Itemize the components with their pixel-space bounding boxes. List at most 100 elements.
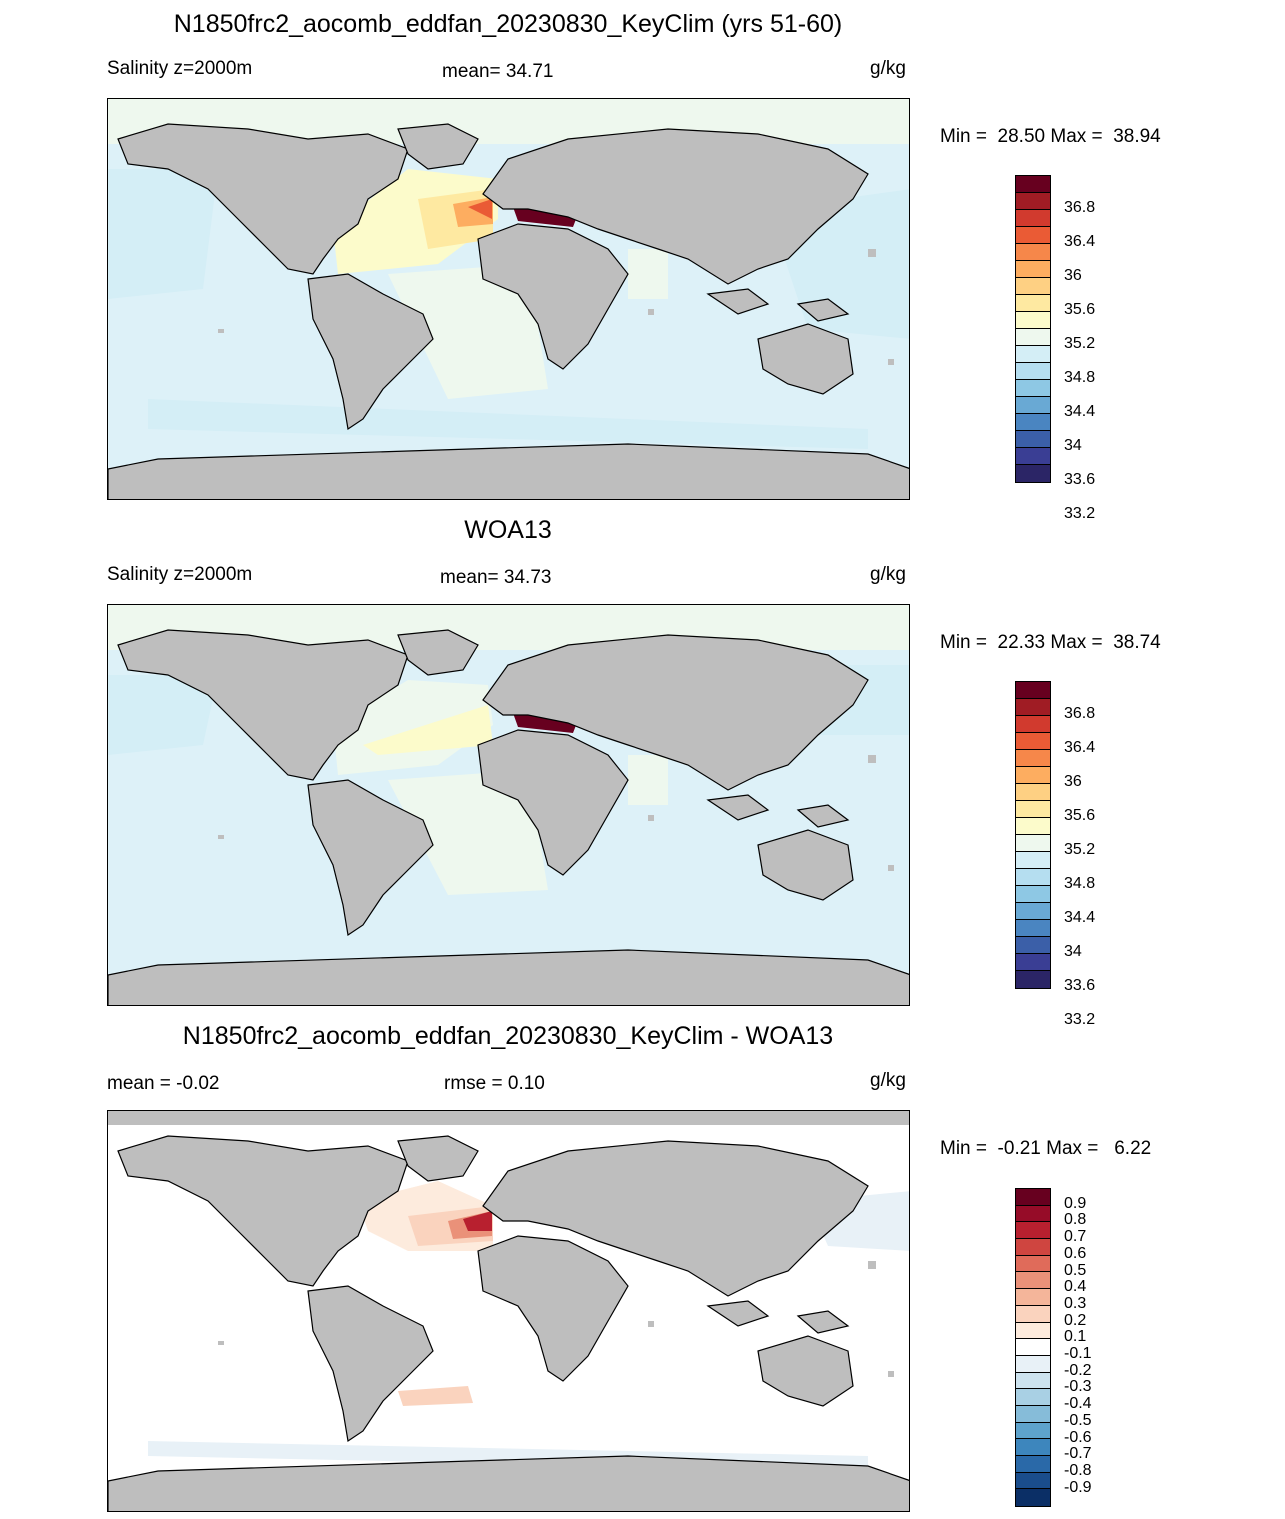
colorbar-tick-label: -0.6 — [1064, 1428, 1092, 1446]
colorbar-swatch — [1016, 261, 1050, 278]
colorbar-swatch — [1016, 295, 1050, 312]
world-map-difference — [108, 1111, 909, 1511]
colorbar-tick-label: 0.7 — [1064, 1228, 1087, 1246]
colorbar-tick-label: 34.8 — [1064, 369, 1096, 386]
colorbar-tick-label: 0.3 — [1064, 1294, 1087, 1312]
colorbar-swatch — [1016, 1255, 1050, 1273]
colorbar-tick-label: 34.4 — [1064, 909, 1096, 926]
colorbar-swatch — [1016, 1239, 1050, 1256]
panel-title: N1850frc2_aocomb_eddfan_20230830_KeyClim… — [173, 10, 843, 38]
colorbar-swatch — [1016, 363, 1050, 380]
field-label: Salinity z=2000m — [107, 564, 253, 585]
colorbar-tick-label: 33.6 — [1064, 977, 1096, 994]
colorbar-tick-label: 34.8 — [1064, 875, 1096, 892]
colorbar-tick-label: 0.9 — [1064, 1194, 1087, 1212]
colorbar-swatch — [1016, 244, 1050, 261]
colorbar-swatch — [1016, 312, 1050, 329]
world-map-woa13 — [108, 605, 909, 1005]
colorbar-swatch — [1016, 750, 1050, 767]
colorbar-swatch — [1016, 1222, 1050, 1240]
world-map-model — [108, 99, 909, 499]
colorbar-swatch — [1016, 431, 1050, 448]
units-label: g/kg — [870, 1070, 906, 1091]
colorbar-tick-label: 36.4 — [1064, 739, 1096, 756]
colorbar-tick-label: 35.6 — [1064, 301, 1096, 318]
colorbar-swatch — [1016, 784, 1050, 801]
colorbar-swatch — [1016, 716, 1050, 733]
min-max-label: Min = 28.50 Max = 38.94 — [940, 126, 1161, 147]
colorbar-tick-label: -0.2 — [1064, 1361, 1092, 1379]
colorbar-swatch — [1016, 1272, 1050, 1290]
colorbar-tick-label: 35.2 — [1064, 841, 1096, 858]
colorbar-swatch — [1016, 852, 1050, 869]
colorbar-tick-label: 36.8 — [1064, 199, 1096, 216]
colorbar-tick-label: 36.4 — [1064, 233, 1096, 250]
mean-label: mean = -0.02 — [107, 1073, 220, 1094]
colorbar-tick-label: -0.7 — [1064, 1445, 1092, 1463]
difference-map — [107, 1110, 910, 1512]
colorbar-swatches — [1015, 175, 1051, 483]
colorbar-swatch — [1016, 801, 1050, 818]
colorbar-tick-label: 34.4 — [1064, 403, 1096, 420]
colorbar-swatch — [1016, 210, 1050, 227]
colorbar-tick-label: 36.8 — [1064, 705, 1096, 722]
colorbar-swatch — [1016, 920, 1050, 937]
colorbar-swatch — [1016, 903, 1050, 920]
colorbar-swatch — [1016, 937, 1050, 954]
colorbar-swatch — [1016, 835, 1050, 852]
colorbar-swatch — [1016, 465, 1050, 482]
colorbar-tick-label: 0.2 — [1064, 1311, 1087, 1329]
salinity-map — [107, 604, 910, 1006]
colorbar-swatch — [1016, 1205, 1050, 1223]
colorbar-swatch — [1016, 414, 1050, 431]
min-max-label: Min = -0.21 Max = 6.22 — [940, 1138, 1152, 1159]
colorbar-swatch — [1016, 682, 1050, 699]
field-label: Salinity z=2000m — [107, 58, 253, 79]
colorbar-swatch — [1016, 278, 1050, 295]
colorbar-swatches — [1015, 681, 1051, 989]
colorbar-tick-label: 35.2 — [1064, 335, 1096, 352]
colorbar-tick-label: -0.8 — [1064, 1461, 1092, 1479]
colorbar-swatch — [1016, 886, 1050, 903]
colorbar-tick-label: 0.5 — [1064, 1261, 1087, 1279]
colorbar-swatch — [1016, 1372, 1050, 1390]
colorbar-swatches — [1015, 1188, 1051, 1508]
mean-label: mean= 34.71 — [442, 61, 554, 82]
colorbar-swatch — [1016, 1339, 1050, 1356]
salinity-map — [107, 98, 910, 500]
colorbar-tick-label: 36 — [1064, 267, 1082, 284]
colorbar-tick-label: -0.9 — [1064, 1478, 1092, 1496]
units-label: g/kg — [870, 58, 906, 79]
colorbar-tick-label: -0.1 — [1064, 1345, 1092, 1362]
colorbar-swatch — [1016, 971, 1050, 988]
colorbar-swatch — [1016, 1355, 1050, 1373]
colorbar-swatch — [1016, 227, 1050, 244]
colorbar-swatch — [1016, 1289, 1050, 1306]
colorbar-tick-label: 33.2 — [1064, 505, 1096, 522]
colorbar-swatch — [1016, 1456, 1050, 1473]
colorbar-tick-label: -0.4 — [1064, 1395, 1092, 1413]
mean-label: mean= 34.73 — [440, 567, 552, 588]
colorbar-tick-label: 33.6 — [1064, 471, 1096, 488]
colorbar-tick-label: 0.6 — [1064, 1244, 1087, 1262]
colorbar-swatch — [1016, 193, 1050, 210]
colorbar-tick-label: 34 — [1064, 437, 1082, 454]
colorbar-swatch — [1016, 380, 1050, 397]
colorbar-tick-label: 0.1 — [1064, 1328, 1087, 1346]
colorbar-swatch — [1016, 448, 1050, 465]
colorbar-tick-label: 34 — [1064, 943, 1082, 960]
colorbar-swatch — [1016, 397, 1050, 414]
colorbar-tick-label: 35.6 — [1064, 807, 1096, 824]
colorbar-swatch — [1016, 733, 1050, 750]
colorbar-swatch — [1016, 1305, 1050, 1323]
colorbar-swatch — [1016, 767, 1050, 784]
rmse-label: rmse = 0.10 — [444, 1073, 545, 1094]
colorbar-swatch — [1016, 346, 1050, 363]
colorbar-swatch — [1016, 1439, 1050, 1456]
colorbar-swatch — [1016, 699, 1050, 716]
min-max-label: Min = 22.33 Max = 38.74 — [940, 632, 1161, 653]
colorbar-tick-label: -0.3 — [1064, 1378, 1092, 1396]
colorbar-tick-label: 33.2 — [1064, 1011, 1096, 1028]
units-label: g/kg — [870, 564, 906, 585]
colorbar-swatch — [1016, 954, 1050, 971]
